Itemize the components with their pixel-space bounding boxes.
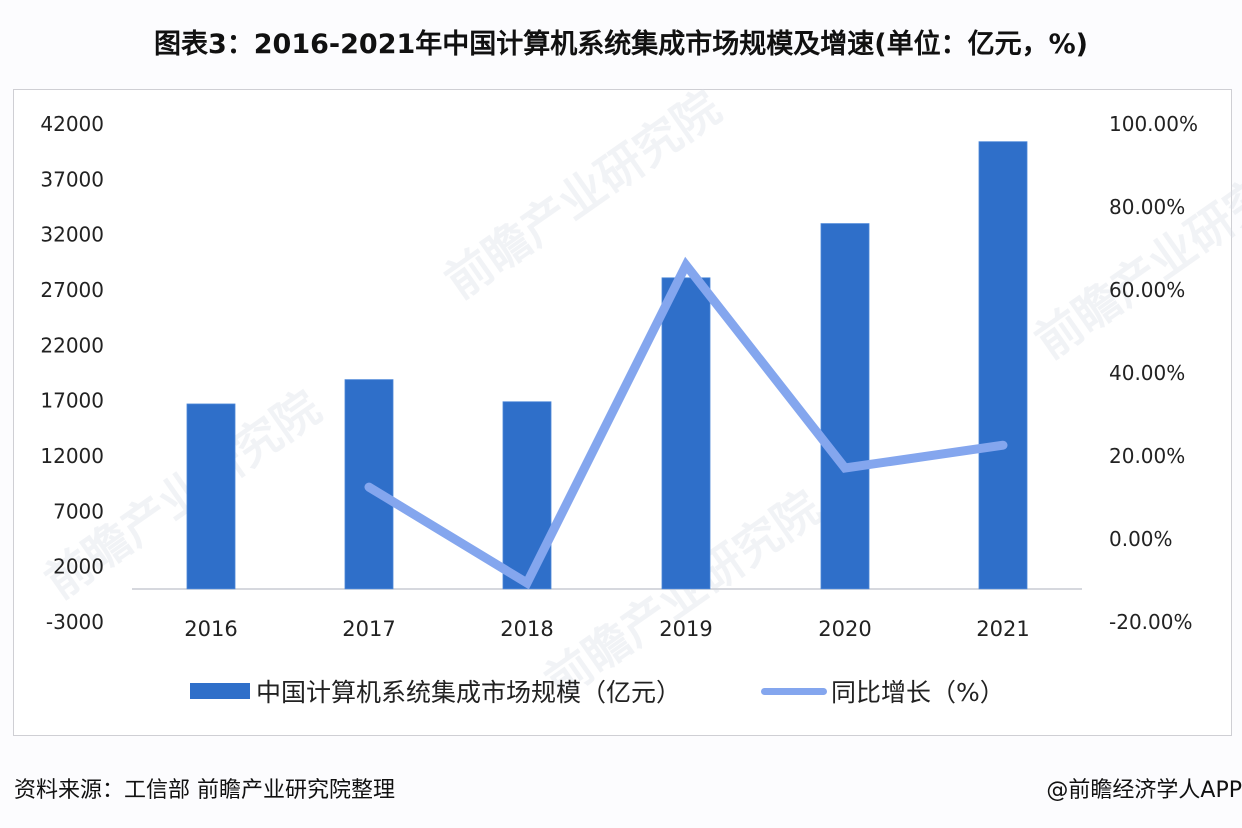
- left-axis-tick: 22000: [40, 333, 104, 357]
- bar-series: [186, 141, 1028, 590]
- x-axis: 2016 2017 2018 2019 2020 2021: [184, 617, 1029, 641]
- credit-note: @前瞻经济学人APP: [1046, 778, 1242, 803]
- bar-2020: [820, 223, 870, 590]
- right-axis-tick: 20.00%: [1109, 444, 1185, 468]
- left-axis-tick: 7000: [53, 499, 104, 523]
- left-axis-tick: -3000: [46, 610, 104, 634]
- right-axis-tick: 40.00%: [1109, 361, 1185, 385]
- left-axis-tick: 2000: [53, 555, 104, 579]
- bar-swatch-icon: [190, 683, 250, 699]
- line-swatch-icon: [761, 687, 828, 695]
- x-axis-tick: 2018: [500, 617, 553, 641]
- legend-label-growth: 同比增长（%）: [831, 678, 1005, 707]
- legend-item-growth: 同比增长（%）: [761, 673, 1005, 709]
- watermark: 前瞻产业研究院 前瞻产业研究院 前瞻产业研究院 前瞻产业研究院: [35, 80, 1242, 709]
- bar-2018: [502, 401, 552, 590]
- bar-2021: [978, 141, 1028, 590]
- x-axis-tick: 2020: [818, 617, 871, 641]
- x-axis-tick: 2016: [184, 617, 237, 641]
- left-axis-tick: 27000: [40, 278, 104, 302]
- right-axis-tick: 60.00%: [1109, 278, 1185, 302]
- legend-item-market-size: 中国计算机系统集成市场规模（亿元）: [190, 673, 681, 709]
- right-axis-tick: 80.00%: [1109, 195, 1185, 219]
- x-axis-tick: 2019: [659, 617, 712, 641]
- legend-label-market-size: 中国计算机系统集成市场规模（亿元）: [256, 678, 682, 707]
- bar-2016: [186, 403, 236, 590]
- left-axis-tick: 37000: [40, 167, 104, 191]
- source-note: 资料来源：工信部 前瞻产业研究院整理: [14, 778, 395, 803]
- left-axis-tick: 17000: [40, 389, 104, 413]
- growth-line: [364, 256, 1008, 590]
- left-axis-tick: 42000: [40, 112, 104, 136]
- left-axis: 42000 37000 32000 27000 22000 17000 12000 7000 2…: [40, 112, 104, 634]
- left-axis-tick: 12000: [40, 444, 104, 468]
- x-axis-tick: 2017: [342, 617, 395, 641]
- chart-title: 图表3：2016-2021年中国计算机系统集成市场规模及增速(单位：亿元，%): [153, 29, 1089, 60]
- right-axis-tick: 0.00%: [1109, 527, 1173, 551]
- left-axis-tick: 32000: [40, 223, 104, 247]
- svg-text:前瞻产业研究院: 前瞻产业研究院: [1025, 140, 1242, 369]
- x-axis-tick: 2021: [976, 617, 1029, 641]
- right-axis-tick: 100.00%: [1109, 112, 1198, 136]
- right-axis: 100.00% 80.00% 60.00% 40.00% 20.00% 0.00% -20.…: [1109, 112, 1198, 634]
- right-axis-tick: -20.00%: [1109, 610, 1192, 634]
- legend: 中国计算机系统集成市场规模（亿元） 同比增长（%）: [190, 673, 1005, 709]
- bar-2019: [661, 277, 711, 590]
